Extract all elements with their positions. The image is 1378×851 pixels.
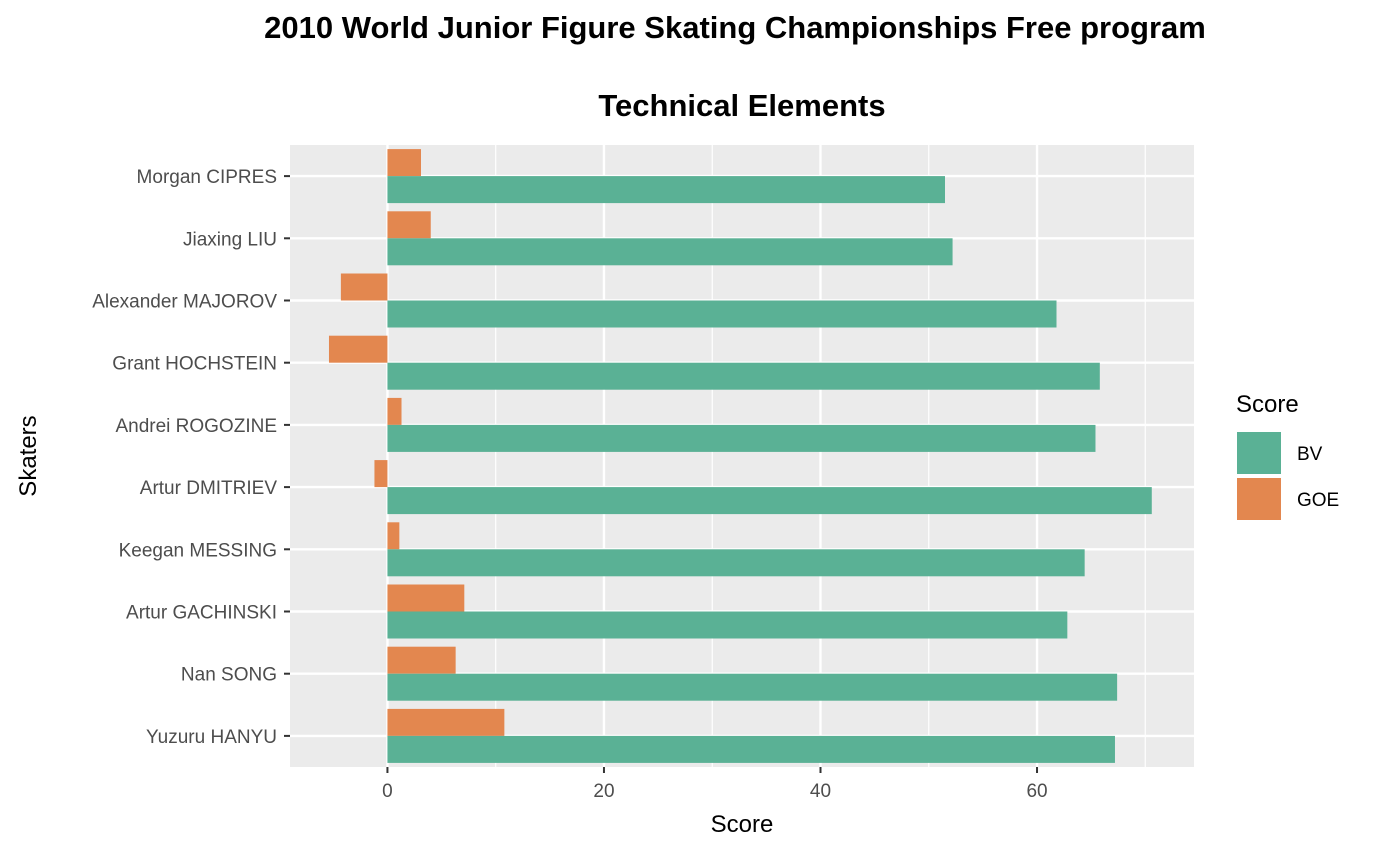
bar-goe [387,397,402,425]
bar-bv [387,487,1152,515]
y-tick-label: Jiaxing LIU [183,229,277,250]
x-tick-label: 40 [810,781,831,802]
bar-goe [387,149,421,177]
y-tick-label: Andrei ROGOZINE [115,416,277,437]
bar-bv [387,238,953,266]
y-tick-label: Yuzuru HANYU [146,727,277,748]
bar-goe [387,646,456,674]
bar-goe [387,708,505,736]
legend-label-goe: GOE [1297,490,1339,511]
bar-bv [387,673,1118,701]
y-tick-label: Artur DMITRIEV [140,478,278,499]
bar-goe [340,273,388,301]
y-tick-label: Keegan MESSING [119,540,277,561]
chart-title: 2010 World Junior Figure Skating Champio… [264,10,1206,45]
y-axis-title: Skaters [15,415,42,496]
x-axis: 0 20 40 60 [382,767,1048,802]
chart-subtitle: Technical Elements [598,88,886,123]
x-tick-label: 60 [1026,781,1047,802]
bar-goe [374,460,388,488]
bar-bv [387,424,1096,452]
bar-goe [387,584,465,612]
bar-bv [387,549,1085,577]
x-tick-label: 0 [382,781,393,802]
legend: Score BV GOE [1236,391,1339,520]
bar-bv [387,300,1057,328]
x-axis-title: Score [711,811,774,838]
legend-title: Score [1236,391,1299,418]
bar-goe [387,211,431,239]
bars [328,149,1152,763]
bar-goe [328,335,388,363]
bar-goe [387,522,400,550]
y-tick-label: Artur GACHINSKI [126,603,277,624]
y-tick-label: Alexander MAJOROV [92,292,277,313]
legend-key-goe [1237,478,1281,520]
y-tick-label: Grant HOCHSTEIN [112,354,277,375]
y-tick-label: Nan SONG [181,665,277,686]
bar-bv [387,176,945,204]
x-tick-label: 20 [593,781,614,802]
bar-bv [387,735,1115,763]
y-axis: Morgan CIPRES Jiaxing LIU Alexander MAJORO… [92,167,290,748]
legend-key-bv [1237,432,1281,474]
y-tick-label: Morgan CIPRES [137,167,277,188]
legend-label-bv: BV [1297,444,1323,465]
bar-bv [387,611,1068,639]
bar-bv [387,362,1100,390]
